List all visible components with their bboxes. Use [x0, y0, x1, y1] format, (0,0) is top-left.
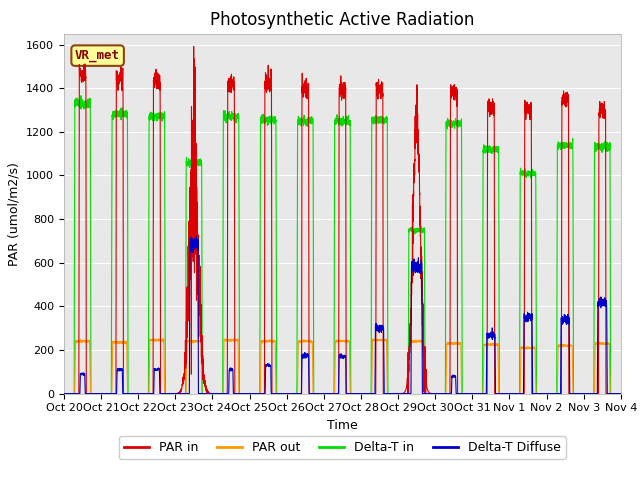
X-axis label: Time: Time: [327, 419, 358, 432]
Title: Photosynthetic Active Radiation: Photosynthetic Active Radiation: [210, 11, 475, 29]
Text: VR_met: VR_met: [75, 49, 120, 62]
Legend: PAR in, PAR out, Delta-T in, Delta-T Diffuse: PAR in, PAR out, Delta-T in, Delta-T Dif…: [119, 436, 566, 459]
Y-axis label: PAR (umol/m2/s): PAR (umol/m2/s): [8, 162, 20, 265]
